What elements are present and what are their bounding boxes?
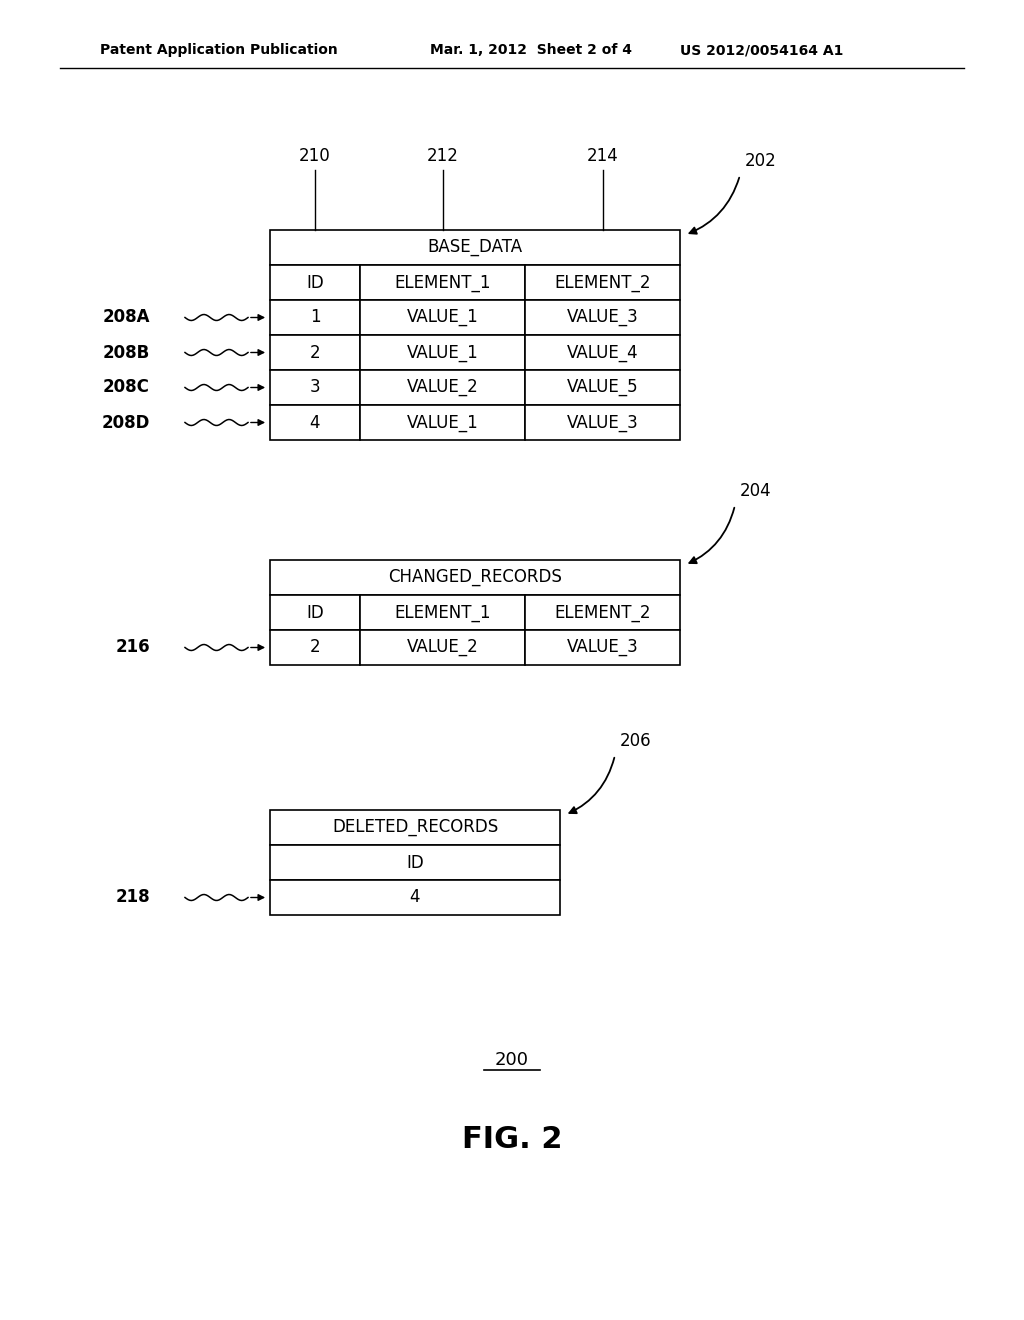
Text: VALUE_2: VALUE_2 [407, 379, 478, 396]
Text: 212: 212 [427, 147, 459, 165]
Text: DELETED_RECORDS: DELETED_RECORDS [332, 818, 498, 837]
Text: VALUE_4: VALUE_4 [566, 343, 638, 362]
Bar [525, 265, 680, 300]
Bar [525, 370, 680, 405]
Text: 206: 206 [620, 733, 651, 750]
Text: ID: ID [306, 603, 324, 622]
Bar [360, 300, 525, 335]
Text: 204: 204 [740, 482, 772, 500]
Text: ELEMENT_2: ELEMENT_2 [554, 273, 650, 292]
Bar [525, 595, 680, 630]
Bar [270, 595, 360, 630]
Text: Patent Application Publication: Patent Application Publication [100, 44, 338, 57]
Text: CHANGED_RECORDS: CHANGED_RECORDS [388, 569, 562, 586]
Text: 2: 2 [309, 343, 321, 362]
Text: FIG. 2: FIG. 2 [462, 1126, 562, 1155]
Text: VALUE_1: VALUE_1 [407, 309, 478, 326]
Bar [270, 845, 560, 880]
Text: 216: 216 [116, 639, 150, 656]
Text: 1: 1 [309, 309, 321, 326]
Bar [270, 810, 560, 845]
Bar [360, 370, 525, 405]
Text: VALUE_5: VALUE_5 [566, 379, 638, 396]
Text: 208A: 208A [102, 309, 150, 326]
Text: 3: 3 [309, 379, 321, 396]
Text: 2: 2 [309, 639, 321, 656]
Text: ELEMENT_2: ELEMENT_2 [554, 603, 650, 622]
Bar [360, 265, 525, 300]
Text: ELEMENT_1: ELEMENT_1 [394, 273, 490, 292]
Text: VALUE_2: VALUE_2 [407, 639, 478, 656]
Text: 202: 202 [745, 152, 777, 170]
Text: VALUE_1: VALUE_1 [407, 413, 478, 432]
Text: VALUE_3: VALUE_3 [566, 309, 638, 326]
Text: 208C: 208C [103, 379, 150, 396]
Text: VALUE_3: VALUE_3 [566, 639, 638, 656]
Bar [360, 630, 525, 665]
Text: 210: 210 [299, 147, 331, 165]
Text: 218: 218 [116, 888, 150, 907]
Text: 200: 200 [495, 1051, 529, 1069]
Bar [270, 560, 680, 595]
Text: 214: 214 [587, 147, 618, 165]
Text: 208D: 208D [101, 413, 150, 432]
Text: VALUE_1: VALUE_1 [407, 343, 478, 362]
Bar [525, 300, 680, 335]
Text: BASE_DATA: BASE_DATA [427, 239, 522, 256]
Text: US 2012/0054164 A1: US 2012/0054164 A1 [680, 44, 844, 57]
Bar [525, 630, 680, 665]
Text: VALUE_3: VALUE_3 [566, 413, 638, 432]
Bar [270, 265, 360, 300]
Bar [270, 335, 360, 370]
Bar [270, 405, 360, 440]
Bar [270, 230, 680, 265]
Bar [270, 880, 560, 915]
Text: ELEMENT_1: ELEMENT_1 [394, 603, 490, 622]
Bar [525, 405, 680, 440]
Text: Mar. 1, 2012  Sheet 2 of 4: Mar. 1, 2012 Sheet 2 of 4 [430, 44, 632, 57]
Bar [360, 405, 525, 440]
Text: ID: ID [306, 273, 324, 292]
Text: ID: ID [407, 854, 424, 871]
Bar [525, 335, 680, 370]
Text: 4: 4 [410, 888, 420, 907]
Text: 4: 4 [309, 413, 321, 432]
Bar [270, 300, 360, 335]
Bar [270, 370, 360, 405]
Bar [360, 335, 525, 370]
Bar [270, 630, 360, 665]
Bar [360, 595, 525, 630]
Text: 208B: 208B [102, 343, 150, 362]
